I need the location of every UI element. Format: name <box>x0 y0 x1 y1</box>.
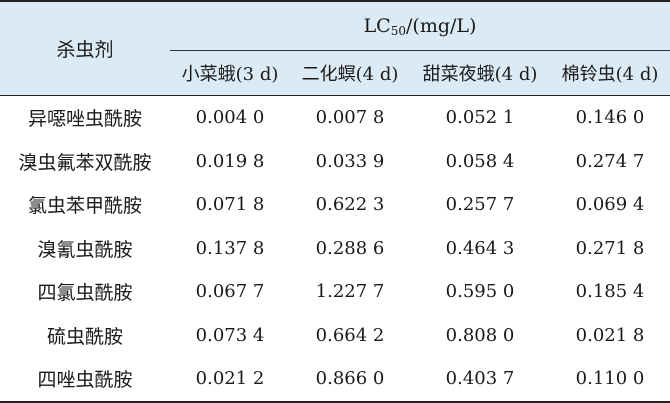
table-cell: 0.137 8 <box>195 237 265 259</box>
lc50-subscript: 50 <box>390 24 406 38</box>
insecticide-name: 四氯虫酰胺 <box>37 282 133 305</box>
table-cell: 0.403 7 <box>410 357 550 403</box>
table-cell: 0.019 8 <box>195 150 265 172</box>
table-cell: 0.007 8 <box>315 107 385 129</box>
table-cell: 0.058 4 <box>445 150 515 172</box>
table-row: 四氯虫酰胺 0.067 7 1.227 7 0.595 0 0.185 4 <box>0 270 670 314</box>
column-header-chilo: 二化螟(4 d) <box>290 50 410 96</box>
table-cell: 0.110 0 <box>550 357 670 403</box>
insecticide-name: 硫虫酰胺 <box>46 325 123 348</box>
table-cell: 1.227 7 <box>315 281 385 303</box>
table-cell: 0.664 2 <box>315 324 385 346</box>
table-cell: 0.073 4 <box>195 324 265 346</box>
table-cell: 0.146 0 <box>575 107 645 129</box>
table-cell: 0.808 0 <box>445 324 515 346</box>
insecticide-name: 四唑虫酰胺 <box>0 357 170 403</box>
insecticide-column-header: 杀虫剂 <box>0 0 170 96</box>
table-cell: 0.004 0 <box>195 107 265 129</box>
lc50-group-header: LC50/(mg/L) <box>170 0 670 51</box>
table-row: 异噁唑虫酰胺 0.004 0 0.007 8 0.052 1 0.146 0 <box>0 96 670 140</box>
column-header-helicoverpa: 棉铃虫(4 d) <box>550 50 670 96</box>
insecticide-name: 溴虫氟苯双酰胺 <box>18 151 152 174</box>
table-cell: 0.595 0 <box>445 281 515 303</box>
lc50-label: LC <box>363 15 391 37</box>
table-cell: 0.071 8 <box>195 194 265 216</box>
table-cell: 0.021 2 <box>170 357 290 403</box>
table-cell: 0.069 4 <box>575 194 645 216</box>
table-cell: 0.866 0 <box>290 357 410 403</box>
lc50-unit: /(mg/L) <box>406 15 477 37</box>
table-row: 硫虫酰胺 0.073 4 0.664 2 0.808 0 0.021 8 <box>0 314 670 358</box>
insecticide-name: 异噁唑虫酰胺 <box>27 108 142 131</box>
insecticide-name: 溴氰虫酰胺 <box>37 238 133 261</box>
table-cell: 0.185 4 <box>575 281 645 303</box>
insecticide-name: 氯虫苯甲酰胺 <box>27 195 142 218</box>
table-cell: 0.052 1 <box>445 107 515 129</box>
column-header-plutella: 小菜蛾(3 d) <box>170 50 290 96</box>
table-row: 氯虫苯甲酰胺 0.071 8 0.622 3 0.257 7 0.069 4 <box>0 183 670 227</box>
table-cell: 0.021 8 <box>575 324 645 346</box>
table-cell: 0.274 7 <box>575 150 645 172</box>
table-cell: 0.622 3 <box>315 194 385 216</box>
table-cell: 0.067 7 <box>195 281 265 303</box>
table-row: 溴氰虫酰胺 0.137 8 0.288 6 0.464 3 0.271 8 <box>0 227 670 271</box>
table-cell: 0.288 6 <box>315 237 385 259</box>
table-cell: 0.257 7 <box>445 194 515 216</box>
column-header-spodoptera: 甜菜夜蛾(4 d) <box>410 50 550 96</box>
table-cell: 0.464 3 <box>445 237 515 259</box>
table-row: 溴虫氟苯双酰胺 0.019 8 0.033 9 0.058 4 0.274 7 <box>0 140 670 184</box>
table-cell: 0.271 8 <box>575 237 645 259</box>
table-cell: 0.033 9 <box>315 150 385 172</box>
table-row: 四唑虫酰胺 0.021 2 0.866 0 0.403 7 0.110 0 <box>0 357 670 403</box>
